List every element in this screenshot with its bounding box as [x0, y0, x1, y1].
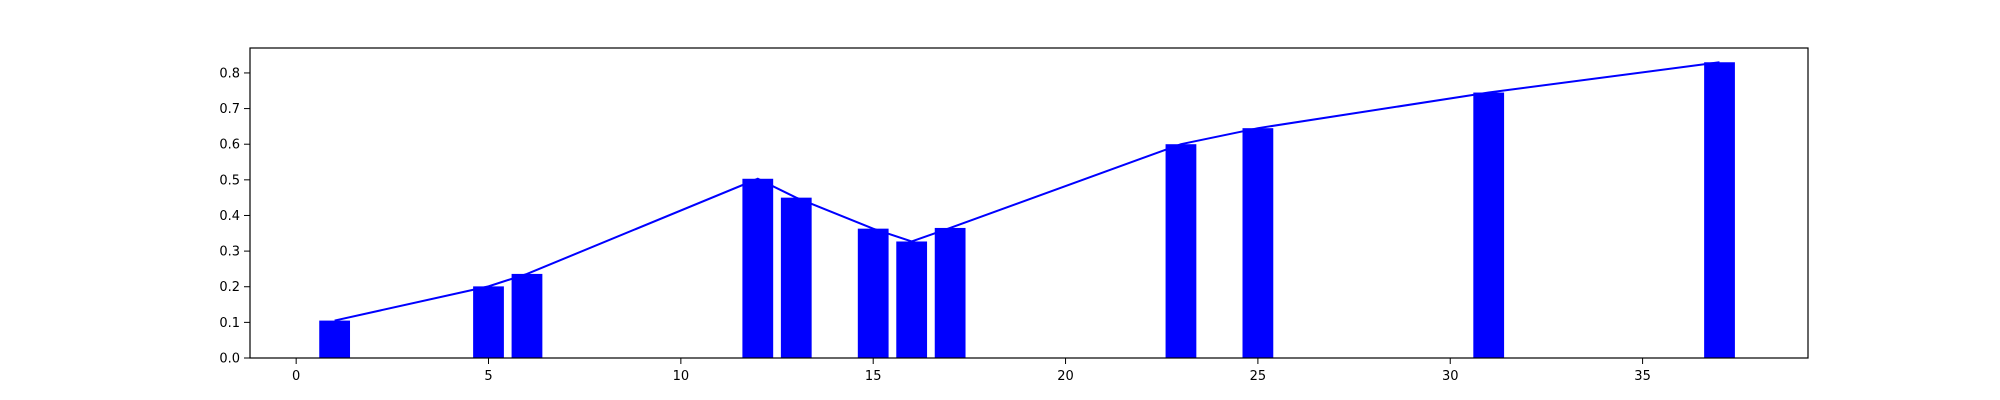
bar	[896, 241, 928, 358]
trend-line	[334, 61, 1720, 322]
bar	[1165, 144, 1197, 358]
x-tick-label: 5	[484, 369, 492, 384]
x-tick-label: 35	[1634, 369, 1651, 384]
y-tick-label: 0.0	[219, 352, 240, 367]
x-tick-label: 0	[292, 369, 300, 384]
bar	[1473, 92, 1505, 359]
y-tick-label: 0.5	[219, 173, 240, 188]
x-tick-label: 25	[1250, 369, 1267, 384]
bar	[780, 197, 812, 358]
x-axis: 0 5 10 15 20 25 30 35	[292, 358, 1651, 384]
y-tick-label: 0.1	[219, 316, 240, 331]
y-tick-label: 0.2	[219, 280, 240, 295]
plot-frame	[249, 47, 1809, 359]
y-tick-label: 0.8	[219, 66, 240, 81]
y-tick-label: 0.6	[219, 138, 240, 153]
y-tick-label: 0.3	[219, 245, 240, 260]
bar	[1704, 62, 1735, 359]
bars-layer	[319, 62, 1735, 359]
x-tick-label: 30	[1442, 369, 1459, 384]
x-tick-label: 10	[673, 369, 690, 384]
bar	[934, 227, 966, 358]
y-axis: 0.0 0.1 0.2 0.3 0.4 0.5 0.6 0.7 0.8	[219, 66, 250, 367]
y-tick-label: 0.7	[219, 102, 240, 117]
bar	[511, 273, 543, 358]
bar	[742, 178, 774, 358]
bar	[857, 228, 889, 358]
bar	[1242, 128, 1274, 358]
x-tick-label: 15	[865, 369, 882, 384]
bar	[319, 320, 351, 358]
bar	[473, 286, 504, 358]
y-tick-label: 0.4	[219, 209, 240, 224]
x-tick-label: 20	[1057, 369, 1074, 384]
